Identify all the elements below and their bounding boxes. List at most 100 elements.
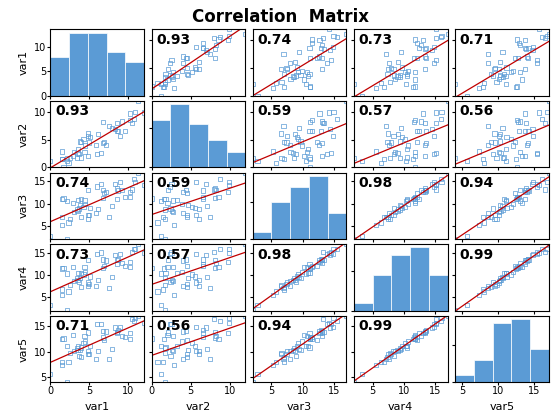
Point [63,157,72,164]
Point [415,127,424,134]
Point [410,335,419,342]
Point [479,160,488,166]
Text: 0.98: 0.98 [358,176,393,190]
Point [92,282,101,289]
Point [305,84,314,91]
Point [318,329,326,336]
Point [315,258,324,265]
Point [66,155,75,161]
Point [125,335,134,342]
Point [127,249,136,256]
Point [514,39,523,46]
Point [436,176,445,183]
Point [325,252,334,259]
Point [181,187,190,194]
Point [133,169,142,176]
Point [404,68,413,74]
Point [279,51,288,58]
Point [514,119,522,126]
Point [385,209,394,216]
Point [437,33,446,39]
Point [400,136,409,142]
Point [427,47,436,53]
Point [161,195,170,202]
Bar [170,104,189,167]
Point [430,183,438,190]
Point [422,328,431,334]
Point [538,246,547,252]
Point [393,58,402,65]
Point [349,80,358,87]
Point [206,214,214,220]
Point [521,66,530,72]
Point [83,130,92,137]
Point [167,57,176,63]
Point [70,209,79,215]
Point [121,263,130,270]
Point [386,349,395,356]
Point [305,261,314,268]
Point [318,118,326,125]
Point [490,66,499,73]
Point [183,71,192,77]
Point [279,123,288,129]
Point [156,232,165,239]
Point [381,123,390,129]
Point [69,264,78,271]
Point [83,351,92,358]
Point [479,156,488,163]
Point [172,343,181,349]
Point [412,190,421,197]
Point [272,160,281,166]
Point [307,36,316,43]
Bar [391,255,410,310]
Point [125,264,134,270]
Point [318,256,326,263]
Point [288,150,297,157]
Point [159,84,168,91]
Point [506,136,515,142]
Point [326,150,335,157]
Point [318,315,327,322]
Point [211,265,220,271]
Point [202,49,211,55]
Point [291,58,300,65]
Point [512,194,521,200]
Point [540,120,549,126]
Point [277,66,286,73]
Point [77,284,86,290]
Point [118,260,127,266]
Point [502,270,511,276]
Point [410,197,419,204]
Point [163,76,172,83]
Point [395,206,404,213]
Point [58,336,67,343]
Point [518,153,527,160]
Point [518,76,527,83]
Point [282,133,291,139]
Point [496,138,505,145]
Point [318,55,326,62]
Point [73,345,82,352]
Point [329,109,338,116]
Point [101,257,110,264]
Point [291,151,300,158]
Bar [189,124,208,167]
Point [94,206,102,213]
Point [303,68,312,75]
Point [73,207,82,214]
Point [512,264,521,270]
Point [301,270,310,277]
Point [216,34,225,40]
Point [187,271,196,278]
Point [421,185,430,192]
Point [451,80,460,87]
Point [206,285,214,291]
Point [73,346,82,353]
Point [161,71,170,78]
Point [169,209,178,215]
Point [422,187,431,194]
Point [63,155,72,161]
Point [114,128,123,134]
Point [77,354,86,360]
